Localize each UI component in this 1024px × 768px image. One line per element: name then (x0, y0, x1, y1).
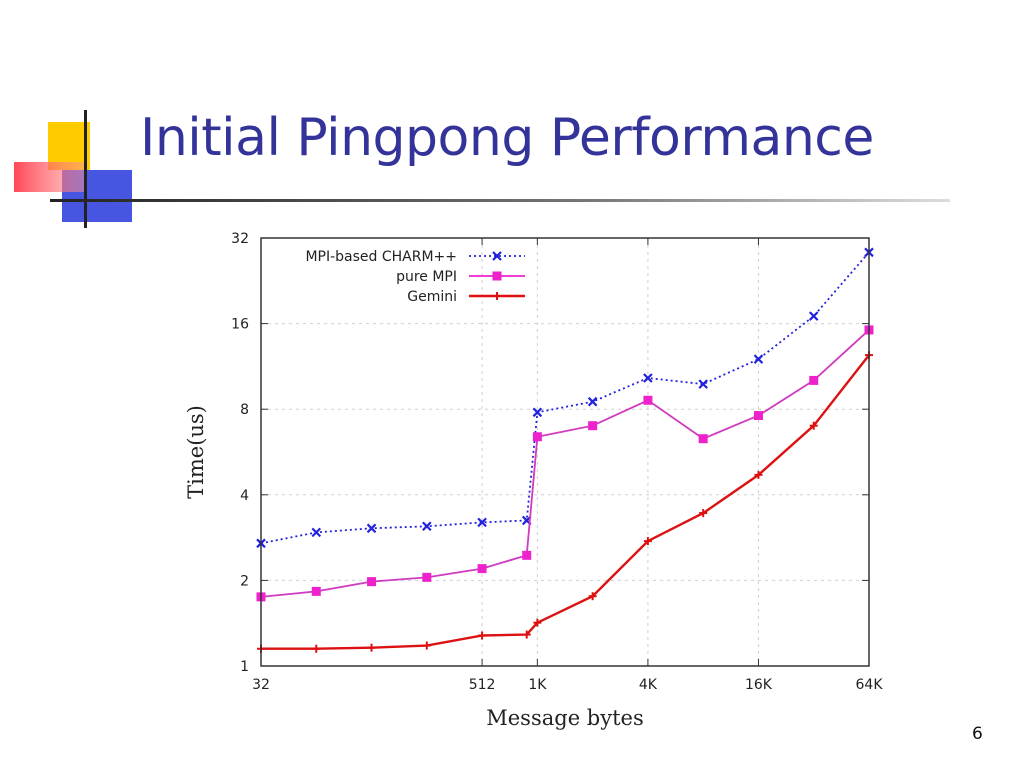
y-tick-label: 16 (231, 317, 249, 333)
x-tick-label: 64K (856, 677, 884, 693)
y-tick-label: 8 (240, 402, 249, 418)
data-point (477, 517, 487, 528)
data-point (808, 311, 819, 321)
x-tick-label: 32 (252, 677, 270, 693)
data-point (477, 564, 487, 574)
data-point (533, 618, 542, 627)
chart-legend: MPI-based CHARM++ pure MPI Gemini (305, 249, 525, 305)
x-axis-label: Message bytes (486, 706, 644, 730)
y-tick-label: 1 (240, 659, 249, 675)
legend-marker (492, 271, 502, 281)
series-line (261, 354, 870, 650)
deco-vertical-line (84, 110, 87, 228)
data-point (753, 411, 763, 421)
series-line (260, 251, 870, 545)
title-underline (50, 199, 950, 202)
data-point (698, 379, 708, 389)
data-point (422, 521, 432, 532)
data-point (588, 421, 598, 431)
y-tick-label: 4 (240, 488, 249, 504)
page-number: 6 (972, 724, 983, 744)
x-tick-label: 512 (469, 677, 496, 693)
series-1 (256, 325, 874, 602)
data-point (311, 527, 322, 538)
series-2 (257, 351, 873, 653)
slide-title: Initial Pingpong Performance (140, 108, 874, 168)
y-tick-label: 2 (240, 573, 249, 589)
data-point (312, 644, 321, 653)
legend-label: MPI-based CHARM++ (305, 249, 457, 265)
data-point (311, 586, 321, 596)
x-tick-label: 1K (528, 677, 547, 693)
data-point (754, 470, 763, 479)
data-point (422, 641, 431, 650)
data-point (643, 537, 652, 546)
data-point (809, 375, 819, 385)
data-point (809, 421, 818, 430)
data-point (588, 592, 597, 601)
grid-layer (261, 238, 869, 666)
series-0 (256, 247, 874, 549)
pingpong-chart: 1 2 4 8 16 32 32 512 1K 4K 16K 64K MPI-based CHARM+… (184, 231, 883, 730)
x-tick-label: 4K (639, 677, 658, 693)
data-point (522, 550, 532, 560)
data-point (532, 407, 543, 418)
y-axis-label: Time(us) (184, 405, 208, 499)
data-point (366, 523, 377, 534)
plot-frame (260, 237, 870, 667)
data-point (643, 373, 653, 383)
legend-label: pure MPI (396, 269, 457, 285)
title-decoration (14, 110, 950, 228)
data-point (699, 509, 708, 518)
data-point (478, 631, 487, 640)
legend-label: Gemini (407, 289, 457, 305)
legend-marker (492, 251, 502, 261)
data-point (422, 572, 432, 582)
deco-red-square (14, 162, 86, 192)
data-point (587, 396, 598, 407)
data-point (532, 432, 542, 442)
legend-marker (493, 292, 501, 300)
data-point (643, 395, 653, 405)
tick-layer: 1 2 4 8 16 32 32 512 1K 4K 16K 64K (231, 231, 883, 693)
data-point (367, 643, 376, 652)
series-layer (256, 247, 874, 653)
data-point (522, 630, 531, 639)
data-point (698, 434, 708, 444)
series-line (260, 329, 870, 598)
y-tick-label: 32 (231, 231, 249, 247)
data-point (367, 577, 377, 587)
data-point (753, 354, 764, 364)
x-tick-label: 16K (745, 677, 773, 693)
